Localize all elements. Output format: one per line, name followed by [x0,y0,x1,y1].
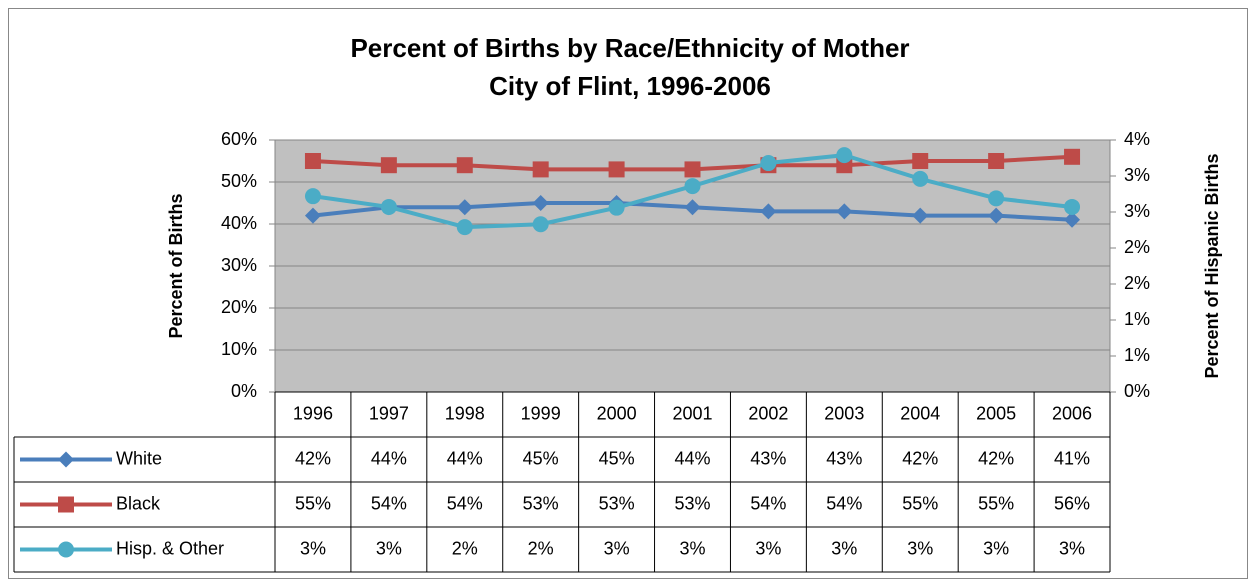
data-label: 42% [978,448,1014,468]
data-label: 3% [755,538,781,558]
x-tick-label: 1996 [293,403,333,423]
marker [456,219,473,236]
data-label: 55% [978,493,1014,513]
data-label: 53% [599,493,635,513]
marker [58,496,74,513]
marker [684,178,701,195]
y2-tick-label: 1% [1124,345,1150,365]
legend-label: Hisp. & Other [116,538,224,558]
x-tick-label: 2005 [976,403,1016,423]
marker [912,170,929,187]
marker [456,157,473,174]
data-label: 44% [674,448,710,468]
data-label: 3% [907,538,933,558]
marker [988,153,1005,169]
marker [912,207,929,224]
x-tick-label: 1999 [521,403,561,423]
data-label: 41% [1054,448,1090,468]
y2-tick-label: 2% [1124,273,1150,293]
marker [988,207,1005,224]
marker [532,161,549,178]
y2-tick-label: 2% [1124,237,1150,257]
data-label: 45% [599,448,635,468]
marker [380,157,397,174]
x-tick-label: 1997 [369,403,409,423]
marker [1064,198,1081,215]
x-tick-label: 2006 [1052,403,1092,423]
marker [836,147,853,164]
marker [304,207,321,224]
y-tick-label: 30% [221,255,257,275]
data-label: 42% [902,448,938,468]
data-label: 44% [371,448,407,468]
y-tick-label: 40% [221,213,257,233]
marker [456,199,473,216]
chart-title: Percent of Births by Race/Ethnicity of M… [350,33,909,63]
data-label: 2% [452,538,478,558]
data-label: 53% [523,493,559,513]
marker [608,199,625,216]
y-tick-label: 0% [231,381,257,401]
legend-label: White [116,448,162,468]
data-label: 3% [376,538,402,558]
data-label: 3% [831,538,857,558]
chart-subtitle: City of Flint, 1996-2006 [489,71,771,101]
data-label: 2% [528,538,554,558]
data-label: 3% [1059,538,1085,558]
y-axis-title: Percent of Births [166,193,186,338]
marker [684,161,701,178]
data-label: 45% [523,448,559,468]
data-label: 3% [983,538,1009,558]
marker [58,541,74,558]
x-tick-label: 1998 [445,403,485,423]
marker [1064,211,1081,228]
data-label: 3% [300,538,326,558]
marker [304,153,321,169]
legend-label: Black [116,493,161,513]
marker [608,161,625,178]
y2-axis-title: Percent of Hispanic Births [1202,153,1222,378]
y2-tick-label: 3% [1124,201,1150,221]
data-label: 55% [295,493,331,513]
marker [532,216,549,233]
x-tick-label: 2000 [597,403,637,423]
y2-tick-label: 0% [1124,381,1150,401]
y2-tick-label: 3% [1124,165,1150,185]
marker [532,195,549,211]
data-label: 42% [295,448,331,468]
data-label: 54% [826,493,862,513]
y-tick-label: 50% [221,171,257,191]
y2-tick-label: 4% [1124,129,1150,149]
data-label: 54% [750,493,786,513]
y2-tick-label: 1% [1124,309,1150,329]
data-label: 3% [604,538,630,558]
marker [988,190,1005,207]
marker [1064,148,1081,165]
data-label: 56% [1054,493,1090,513]
data-label: 3% [679,538,705,558]
marker [760,203,777,220]
marker [912,153,929,169]
data-label: 44% [447,448,483,468]
y-tick-label: 60% [221,129,257,149]
x-tick-label: 2004 [900,403,940,423]
x-tick-label: 2002 [748,403,788,423]
marker [380,198,397,215]
x-tick-label: 2001 [672,403,712,423]
marker [760,155,777,172]
x-tick-label: 2003 [824,403,864,423]
y-tick-label: 20% [221,297,257,317]
data-label: 43% [750,448,786,468]
data-label: 53% [674,493,710,513]
marker [58,451,74,468]
data-label: 55% [902,493,938,513]
marker [836,203,853,220]
marker [304,188,321,205]
data-label: 43% [826,448,862,468]
marker [684,199,701,216]
data-label: 54% [447,493,483,513]
data-label: 54% [371,493,407,513]
y-tick-label: 10% [221,339,257,359]
